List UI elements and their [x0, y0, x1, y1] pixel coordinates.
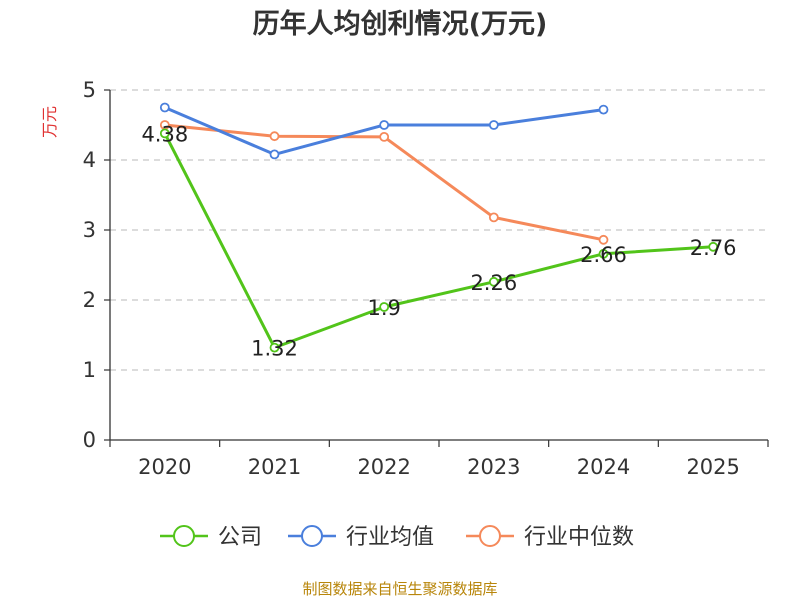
axes: 0 1 2 3 4 5 2020 2021 2022 2023 2024 2025: [83, 78, 769, 479]
x-tick-label: 2023: [467, 455, 520, 479]
source-note: 制图数据来自恒生聚源数据库: [302, 580, 497, 598]
y-tick-label: 0: [83, 428, 96, 452]
x-tick-label: 2020: [138, 455, 191, 479]
grid-lines: [110, 89, 768, 371]
data-label: 2.26: [470, 271, 517, 295]
data-label: 2.66: [580, 243, 627, 267]
legend-label: 行业均值: [346, 525, 434, 550]
y-tick-label: 3: [83, 218, 96, 242]
y-tick-label: 2: [83, 288, 96, 312]
data-labels: 4.38 1.32 1.9 2.26 2.66 2.76: [141, 122, 736, 360]
data-point[interactable]: [708, 241, 719, 252]
data-point[interactable]: [598, 234, 609, 245]
series-lines: [159, 102, 719, 353]
x-tick-label: 2022: [357, 455, 410, 479]
data-point[interactable]: [379, 302, 390, 312]
y-axis-label: 万元: [40, 106, 59, 138]
legend-item-2[interactable]: 行业中位数: [466, 525, 634, 550]
data-label: 4.38: [141, 122, 188, 146]
series-line-2: [164, 123, 604, 242]
data-point[interactable]: [598, 248, 609, 259]
data-point[interactable]: [269, 342, 280, 353]
legend-marker: [173, 525, 195, 547]
legend-label: 行业中位数: [524, 525, 634, 550]
x-tick-label: 2021: [248, 455, 301, 479]
data-point[interactable]: [269, 149, 280, 160]
data-point[interactable]: [488, 212, 499, 223]
legend-label: 公司: [218, 525, 262, 550]
data-point[interactable]: [269, 131, 280, 142]
x-tick-label: 2025: [686, 455, 739, 479]
data-label: 2.76: [690, 236, 737, 260]
data-point[interactable]: [379, 120, 390, 130]
data-label: 1.9: [367, 296, 400, 320]
data-point[interactable]: [598, 104, 609, 115]
chart-title: 历年人均创利情况(万元): [253, 8, 548, 40]
y-tick-label: 4: [83, 148, 96, 172]
data-label: 1.32: [251, 337, 298, 361]
series-line-0: [163, 132, 714, 350]
y-tick-label: 5: [83, 78, 96, 102]
data-point[interactable]: [488, 120, 499, 130]
data-point[interactable]: [159, 128, 170, 139]
x-tick-label: 2024: [577, 455, 630, 479]
data-point[interactable]: [159, 102, 170, 113]
legend[interactable]: 公司 行业均值 行业中位数: [160, 525, 634, 550]
legend-item-0[interactable]: 公司: [160, 525, 262, 550]
y-tick-label: 1: [83, 358, 96, 382]
legend-item-1[interactable]: 行业均值: [288, 525, 434, 550]
data-point[interactable]: [488, 276, 499, 287]
legend-marker: [301, 525, 323, 547]
data-point[interactable]: [379, 131, 390, 142]
legend-marker: [479, 525, 501, 547]
